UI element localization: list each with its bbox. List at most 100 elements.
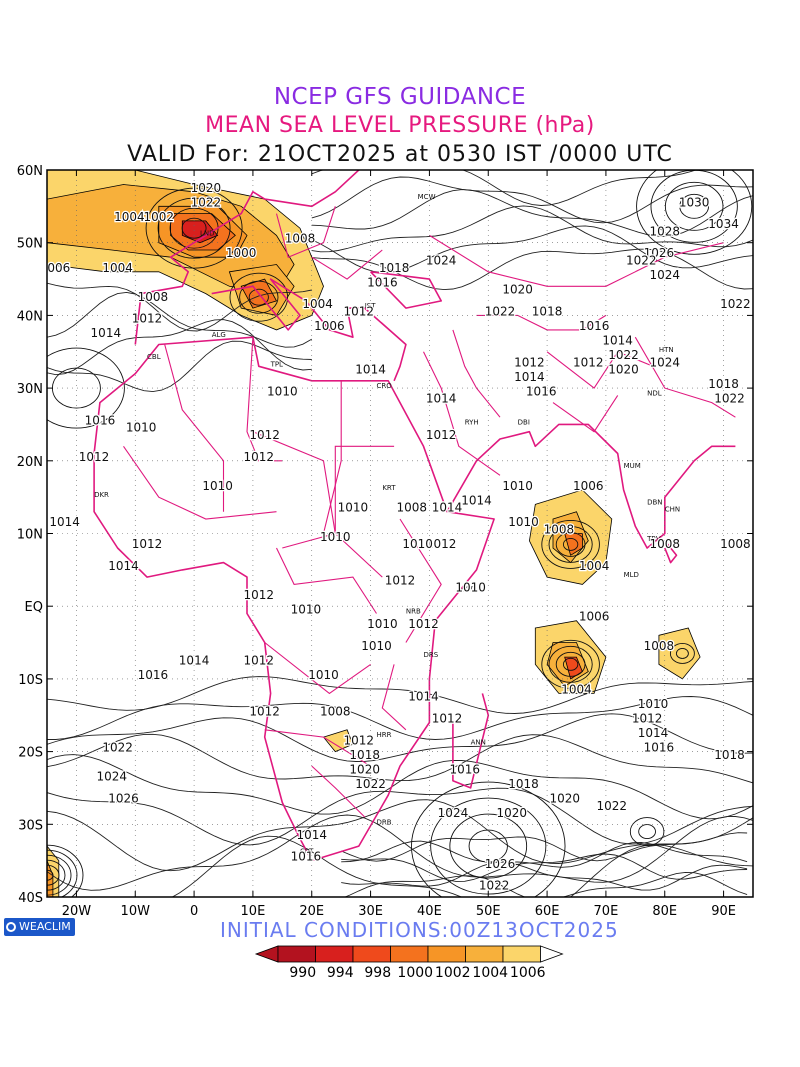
contour-label: 1012 [632, 712, 663, 726]
station-code: CPT [300, 847, 314, 855]
station-code: LND [200, 229, 215, 237]
contour-label: 1012 [249, 704, 280, 718]
isobar-ring [181, 217, 207, 239]
contour-label: 1010 [402, 537, 433, 551]
isobar [47, 713, 753, 762]
brand-text: WEACLIM [19, 920, 71, 933]
country-border [423, 351, 501, 476]
country-border [311, 765, 366, 818]
contour-label: 1012 [249, 428, 280, 442]
station-code: DRS [424, 651, 439, 659]
isobar-ring [411, 781, 566, 897]
isobar [47, 291, 313, 348]
lat-tick-label: 30N [17, 382, 43, 397]
isobar [47, 319, 312, 376]
lon-tick-label: 40E [417, 904, 442, 919]
logo-ring-icon [6, 922, 16, 932]
contour-label: 1026 [485, 857, 516, 871]
contour-label: 1022 [720, 297, 751, 311]
contour-label: 1012 [573, 355, 604, 369]
contour-label: 1014 [179, 653, 210, 667]
contour-label: 1018 [714, 748, 745, 762]
contour-label: 1024 [426, 254, 457, 268]
country-border [264, 729, 371, 767]
contour-label: 1016 [367, 275, 398, 289]
initial-conditions: INITIAL CONDITIONS:00Z13OCT2025 [220, 918, 619, 942]
country-border [381, 664, 407, 731]
contour-label: 1012 [426, 537, 457, 551]
lat-tick-label: 10S [18, 673, 43, 688]
contour-label: 1014 [91, 326, 122, 340]
contour-label: 1016 [579, 319, 610, 333]
contour-label: 1016 [85, 413, 116, 427]
contour-label: 1022 [479, 879, 510, 893]
legend-swatch [465, 945, 504, 963]
isobar-ring [239, 280, 279, 314]
country-borders [93, 170, 736, 862]
contour-label: 1012 [344, 304, 375, 318]
lat-tick-label: 40S [18, 891, 43, 906]
contour-label: 1008 [644, 639, 675, 653]
country-border [322, 380, 342, 534]
station-code: DRB [376, 818, 391, 826]
station-code: HRR [376, 731, 391, 739]
contour-label: 1012 [132, 312, 163, 326]
lon-tick-label: 70E [594, 904, 619, 919]
color-legend: 990 994 998 1000 1002 1004 1006 [254, 945, 564, 981]
station-code: CBL [147, 353, 161, 361]
station-code: MGD [459, 586, 476, 594]
isobar-lines [47, 170, 753, 897]
chart-subtitle: MEAN SEA LEVEL PRESSURE (hPa) [205, 113, 595, 138]
isobar-ring [548, 525, 593, 563]
station-code: ANN [471, 738, 486, 746]
contour-label: 1012 [408, 617, 439, 631]
contour-label: 1014 [432, 501, 463, 515]
contour-label: 1018 [532, 304, 563, 318]
isobar-ring [664, 181, 724, 231]
coastline [664, 540, 678, 564]
contour-label: 1008 [720, 537, 751, 551]
contour-label: 1012 [344, 733, 375, 747]
country-border [546, 351, 654, 389]
legend-label: 1000 [397, 965, 433, 981]
legend-arrow-low [254, 945, 279, 963]
contour-label: 1012 [244, 653, 275, 667]
isobar [47, 787, 753, 846]
isobar-ring [157, 197, 231, 259]
isobar-ring [562, 537, 579, 551]
country-border [634, 336, 736, 418]
country-border [399, 518, 442, 643]
contour-label: 1008 [649, 537, 680, 551]
isobar-ring [636, 170, 753, 255]
station-code: MUM [624, 462, 641, 470]
country-border [311, 249, 383, 280]
contour-label: 1022 [608, 348, 639, 362]
contour-label: 1016 [291, 850, 322, 864]
coastline [93, 336, 495, 862]
contour-label: 1016 [526, 384, 557, 398]
lon-tick-label: 0 [190, 904, 198, 919]
isobar [311, 189, 753, 237]
contour-label: 1010 [308, 668, 339, 682]
isobar-ring [679, 193, 710, 219]
contour-label: 1026 [108, 791, 139, 805]
lat-tick-label: 50N [17, 237, 43, 252]
contour-label: 1016 [449, 762, 480, 776]
contour-label: 1030 [679, 195, 710, 209]
axis-ticks: 20W 10W 0 10E 20E 30E 40E 50E 60E 70E 80E 90E 60N 50N… [17, 164, 753, 919]
station-code: TPL [270, 360, 283, 368]
contour-label: 1006 [314, 319, 345, 333]
country-border [429, 234, 724, 287]
contour-label: 1006 [573, 479, 604, 493]
country-border [476, 314, 607, 331]
isobar-ring [555, 531, 586, 557]
isobar-ring [555, 651, 586, 677]
contour-label: 1000 [226, 246, 257, 260]
contour-label: 1026 [644, 246, 675, 260]
coastline [370, 271, 443, 309]
isobar-ring [638, 824, 656, 840]
chart-title: NCEP GFS GUIDANCE [273, 84, 527, 110]
legend-swatch [427, 945, 466, 963]
contour-label: 1022 [714, 392, 745, 406]
